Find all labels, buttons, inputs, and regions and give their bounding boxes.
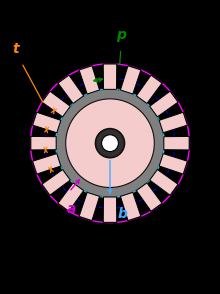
Text: p: p xyxy=(116,28,126,42)
Polygon shape xyxy=(150,170,178,195)
Polygon shape xyxy=(58,75,84,103)
Text: b: b xyxy=(117,207,127,221)
Polygon shape xyxy=(121,192,141,220)
Polygon shape xyxy=(42,91,70,117)
Polygon shape xyxy=(136,183,162,211)
Polygon shape xyxy=(33,112,61,133)
Polygon shape xyxy=(103,64,117,89)
Polygon shape xyxy=(164,136,189,150)
Polygon shape xyxy=(103,197,117,222)
Polygon shape xyxy=(121,66,141,94)
Circle shape xyxy=(66,99,154,188)
Polygon shape xyxy=(159,154,187,174)
Circle shape xyxy=(102,135,118,152)
Polygon shape xyxy=(42,170,70,195)
Circle shape xyxy=(95,129,125,158)
Polygon shape xyxy=(31,64,189,223)
Text: t: t xyxy=(12,42,19,56)
Polygon shape xyxy=(33,154,61,174)
Polygon shape xyxy=(79,192,99,220)
Polygon shape xyxy=(159,112,187,133)
Polygon shape xyxy=(58,183,84,211)
Polygon shape xyxy=(136,75,162,103)
Polygon shape xyxy=(150,91,178,117)
Text: a: a xyxy=(67,203,77,216)
Polygon shape xyxy=(31,136,56,150)
Polygon shape xyxy=(79,66,99,94)
Circle shape xyxy=(56,89,164,197)
